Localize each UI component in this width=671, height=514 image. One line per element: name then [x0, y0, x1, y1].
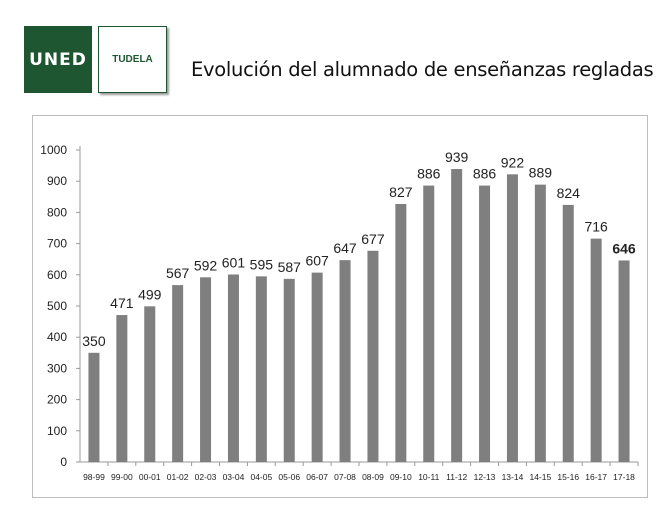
bar: [116, 315, 128, 462]
bar: [227, 274, 239, 462]
y-tick-label: 0: [60, 455, 67, 469]
tudela-badge: TUDELA: [98, 26, 167, 93]
data-label: 824: [557, 185, 581, 201]
x-tick-label: 13-14: [502, 472, 524, 482]
x-tick-label: 01-02: [167, 472, 189, 482]
y-tick-label: 300: [47, 361, 67, 375]
data-label: 646: [612, 240, 636, 256]
y-tick-label: 700: [47, 237, 67, 251]
chart-frame: [32, 115, 648, 498]
x-tick-label: 03-04: [223, 472, 245, 482]
bar: [506, 174, 518, 462]
bar: [88, 352, 100, 462]
data-label: 471: [110, 295, 134, 311]
bar: [395, 203, 407, 462]
bar: [618, 260, 630, 462]
x-tick-label: 02-03: [195, 472, 217, 482]
x-tick-label: 09-10: [390, 472, 412, 482]
y-tick-label: 100: [47, 424, 67, 438]
data-label: 607: [305, 253, 329, 269]
data-label: 499: [138, 286, 162, 302]
y-tick-label: 900: [47, 174, 67, 188]
x-tick-label: 00-01: [139, 472, 161, 482]
bar: [172, 285, 184, 462]
bar: [283, 278, 295, 462]
data-label: 827: [389, 184, 413, 200]
x-tick-label: 12-13: [474, 472, 496, 482]
x-tick-label: 11-12: [446, 472, 467, 482]
x-tick-label: 04-05: [250, 472, 272, 482]
data-label: 350: [82, 333, 106, 349]
x-tick-label: 99-00: [111, 472, 133, 482]
data-label: 567: [166, 265, 190, 281]
y-tick-label: 500: [47, 299, 67, 313]
bar: [339, 260, 351, 462]
uned-logo: UNED: [24, 26, 92, 93]
y-tick-label: 1000: [40, 143, 67, 157]
bar: [451, 169, 463, 463]
bar: [144, 306, 156, 462]
data-label: 886: [473, 166, 497, 182]
page-title: Evolución del alumnado de enseñanzas reg…: [191, 58, 654, 81]
bar: [311, 272, 323, 462]
y-tick-label: 800: [47, 205, 67, 219]
y-tick-label: 200: [47, 393, 67, 407]
data-label: 677: [361, 231, 385, 247]
y-tick-label: 400: [47, 330, 67, 344]
x-tick-label: 06-07: [306, 472, 328, 482]
x-tick-label: 16-17: [585, 472, 607, 482]
bar: [200, 277, 212, 462]
data-label: 922: [501, 154, 525, 170]
data-label: 716: [584, 219, 608, 235]
uned-logo-text: UNED: [29, 49, 87, 70]
bar: [534, 184, 546, 462]
x-tick-label: 17-18: [613, 472, 635, 482]
bar: [423, 185, 435, 462]
data-label: 886: [417, 166, 441, 182]
x-tick-label: 08-09: [362, 472, 384, 482]
tudela-badge-text: TUDELA: [112, 54, 153, 65]
bar: [367, 250, 379, 462]
data-label: 647: [333, 240, 357, 256]
x-tick-label: 10-11: [418, 472, 439, 482]
x-tick-label: 07-08: [334, 472, 356, 482]
bar: [562, 204, 574, 463]
bar: [590, 238, 602, 462]
bar: [255, 276, 267, 462]
x-tick-label: 14-15: [529, 472, 551, 482]
data-label: 601: [222, 254, 246, 270]
data-label: 592: [194, 257, 218, 273]
y-tick-label: 600: [47, 268, 67, 282]
data-label: 587: [278, 259, 302, 275]
data-label: 889: [529, 165, 553, 181]
x-tick-label: 98-99: [83, 472, 105, 482]
bar: [479, 185, 491, 462]
data-label: 595: [250, 256, 274, 272]
x-tick-label: 15-16: [557, 472, 579, 482]
data-label: 939: [445, 149, 469, 165]
x-tick-label: 05-06: [278, 472, 300, 482]
